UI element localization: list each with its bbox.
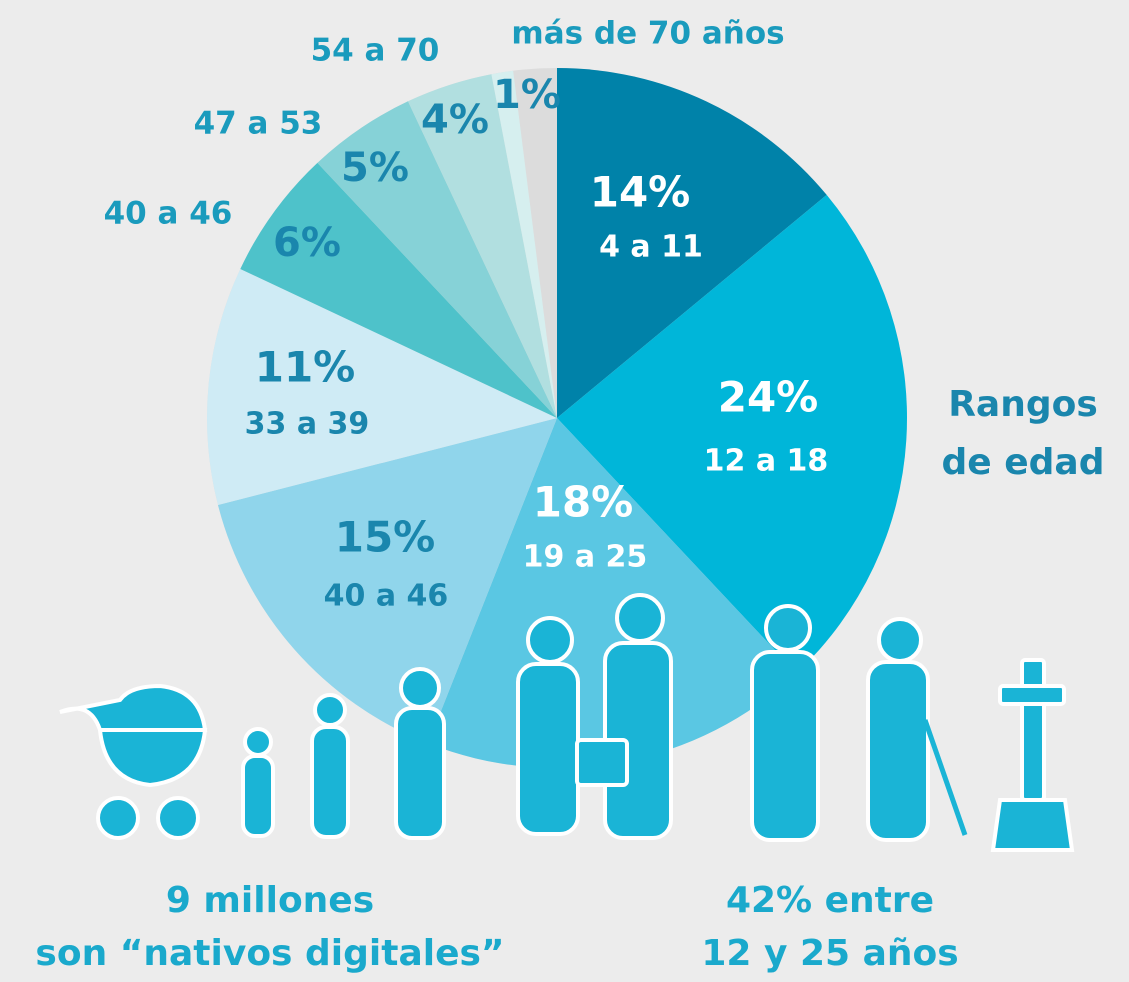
- elder: [868, 619, 965, 840]
- left-note: 9 millones: [166, 880, 374, 921]
- silhouettes: [60, 595, 1072, 850]
- category-label: 40 a 46: [104, 196, 233, 232]
- cross: [993, 660, 1072, 850]
- value-label: 6%: [273, 220, 341, 266]
- legend-title: de edad: [942, 442, 1105, 483]
- category-label: 4 a 11: [599, 230, 703, 265]
- value-label: 24%: [718, 373, 819, 422]
- stroller-body: [100, 730, 205, 785]
- value-label: 5%: [341, 145, 409, 191]
- wheel: [98, 798, 138, 838]
- category-label: 40 a 46: [324, 579, 449, 614]
- chart: 14% 4 a 11 24% 12 a 18 18% 19 a 25 15% 40 a 46 1…: [0, 0, 1129, 982]
- category-label: 33 a 39: [245, 407, 370, 442]
- right-note: 42% entre: [726, 880, 934, 921]
- left-note: son “nativos digitales”: [35, 933, 504, 974]
- category-label: 54 a 70: [311, 33, 440, 69]
- value-label: 15%: [335, 513, 436, 562]
- wheel: [158, 798, 198, 838]
- category-label: 19 a 25: [523, 540, 648, 575]
- value-label: 14%: [590, 168, 691, 217]
- stroller: [60, 686, 205, 730]
- child: [312, 695, 348, 837]
- category-label: más de 70 años: [511, 16, 784, 52]
- toddler: [243, 729, 273, 836]
- value-label: 1%: [493, 72, 561, 118]
- category-label: 12 a 18: [704, 444, 829, 479]
- value-label: 4%: [421, 97, 489, 143]
- value-label: 11%: [255, 343, 356, 392]
- boy: [396, 669, 444, 838]
- right-note: 12 y 25 años: [701, 933, 958, 974]
- value-label: 18%: [533, 478, 634, 527]
- category-label: 47 a 53: [194, 106, 323, 142]
- legend-title: Rangos: [948, 384, 1098, 425]
